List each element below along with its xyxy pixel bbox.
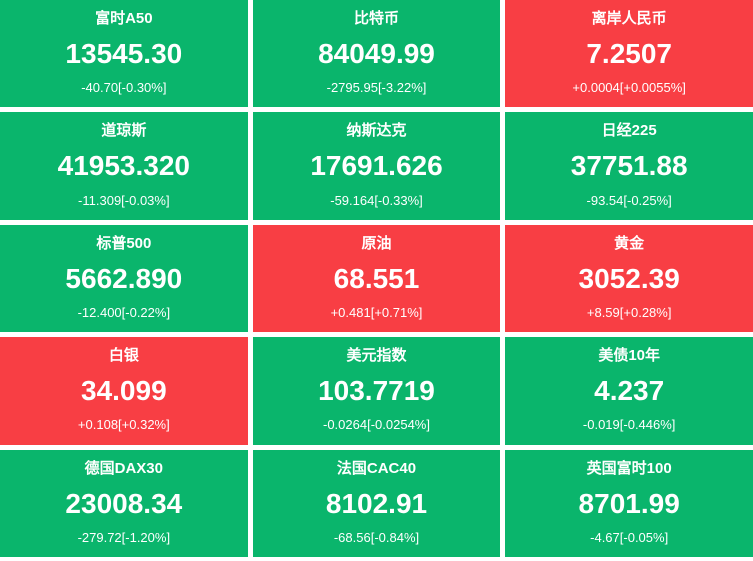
market-name: 富时A50	[95, 10, 153, 27]
market-change: -93.54[-0.25%]	[586, 192, 672, 208]
market-price: 8102.91	[325, 487, 428, 519]
market-tile[interactable]: 纳斯达克 17691.626 -59.164[-0.33%]	[252, 112, 501, 220]
market-name: 标普500	[96, 234, 152, 252]
market-change: -4.67[-0.05%]	[590, 529, 669, 545]
market-change: -68.56[-0.84%]	[333, 529, 420, 545]
market-price: 23008.34	[65, 487, 183, 519]
market-tile[interactable]: 富时A50 13545.30 -40.70[-0.30%]	[0, 0, 248, 108]
market-price: 68.551	[333, 262, 420, 294]
market-name: 道琼斯	[101, 122, 147, 140]
market-price: 37751.88	[570, 150, 688, 182]
market-tile[interactable]: 道琼斯 41953.320 -11.309[-0.03%]	[0, 112, 248, 220]
market-name: 白银	[108, 347, 139, 365]
market-tile[interactable]: 英国富时100 8701.99 -4.67[-0.05%]	[505, 449, 753, 557]
market-change: +8.59[+0.28%]	[586, 304, 672, 320]
market-change: -0.019[-0.446%]	[582, 417, 676, 433]
market-name: 纳斯达克	[346, 122, 407, 140]
market-tile[interactable]: 标普500 5662.890 -12.400[-0.22%]	[0, 224, 248, 333]
market-tile[interactable]: 法国CAC40 8102.91 -68.56[-0.84%]	[252, 449, 501, 557]
market-price: 4.237	[594, 375, 665, 407]
market-price: 103.7719	[318, 375, 435, 407]
market-tile[interactable]: 日经225 37751.88 -93.54[-0.25%]	[505, 112, 753, 220]
market-change: -2795.95[-3.22%]	[326, 80, 427, 96]
market-tile[interactable]: 黄金 3052.39 +8.59[+0.28%]	[505, 224, 753, 333]
market-change: -40.70[-0.30%]	[81, 80, 167, 96]
market-change: -11.309[-0.03%]	[78, 192, 170, 208]
market-change: +0.108[+0.32%]	[77, 417, 170, 433]
market-name: 美债10年	[598, 347, 660, 365]
market-price: 3052.39	[578, 262, 680, 294]
market-name: 日经225	[601, 122, 657, 140]
market-price: 84049.99	[318, 37, 435, 69]
market-change: +0.481[+0.71%]	[330, 304, 423, 320]
market-price: 34.099	[81, 375, 167, 407]
market-name: 原油	[361, 234, 392, 252]
market-price: 13545.30	[65, 37, 183, 69]
market-change: +0.0004[+0.0055%]	[572, 80, 686, 96]
market-price: 17691.626	[310, 150, 443, 182]
market-tile[interactable]: 美债10年 4.237 -0.019[-0.446%]	[505, 337, 753, 445]
market-tile[interactable]: 原油 68.551 +0.481[+0.71%]	[252, 224, 501, 333]
market-price: 7.2507	[586, 37, 672, 69]
market-price: 5662.890	[65, 262, 183, 294]
market-tile[interactable]: 德国DAX30 23008.34 -279.72[-1.20%]	[0, 449, 248, 557]
market-tile[interactable]: 离岸人民币 7.2507 +0.0004[+0.0055%]	[505, 0, 753, 108]
market-name: 美元指数	[346, 347, 407, 365]
market-price: 41953.320	[57, 150, 190, 182]
market-tile[interactable]: 美元指数 103.7719 -0.0264[-0.0254%]	[252, 337, 501, 445]
market-tile[interactable]: 比特币 84049.99 -2795.95[-3.22%]	[252, 0, 501, 108]
market-price: 8701.99	[578, 487, 680, 519]
market-name: 法国CAC40	[336, 459, 417, 477]
market-tile[interactable]: 白银 34.099 +0.108[+0.32%]	[0, 337, 248, 445]
market-name: 德国DAX30	[84, 459, 163, 477]
market-name: 黄金	[614, 234, 645, 252]
market-name: 比特币	[353, 10, 399, 27]
market-change: -59.164[-0.33%]	[330, 192, 423, 208]
market-change: -12.400[-0.22%]	[77, 304, 171, 320]
market-change: -279.72[-1.20%]	[77, 529, 171, 545]
market-name: 离岸人民币	[591, 10, 667, 27]
market-change: -0.0264[-0.0254%]	[323, 417, 430, 433]
market-name: 英国富时100	[586, 459, 672, 477]
